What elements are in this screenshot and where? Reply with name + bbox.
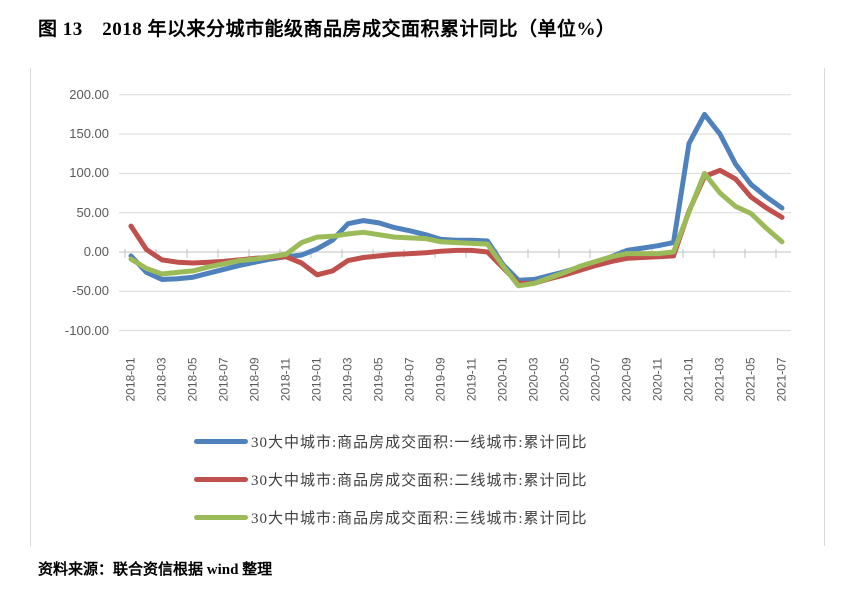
- x-tick-label: 2021-05: [743, 357, 758, 402]
- x-tick-label: 2019-05: [371, 357, 386, 402]
- y-tick-label: 100.00: [69, 165, 109, 181]
- data-series-line: [128, 111, 785, 283]
- y-tick-label: 0.00: [83, 244, 109, 259]
- x-tick-label: 2018-07: [216, 357, 231, 402]
- x-tick-label: 2019-01: [309, 357, 324, 402]
- chart-area: 200.00 150.00 100.00 50.00 0.00 -50.00 -100.00…: [30, 68, 825, 546]
- x-tick-label: 2019-11: [464, 357, 479, 402]
- x-tick-label: 2021-07: [774, 357, 789, 402]
- x-tick-label: 2021-01: [681, 357, 696, 402]
- x-tick-label: 2019-09: [433, 357, 448, 402]
- x-tick-label: 2020-07: [588, 357, 603, 402]
- data-series-line: [128, 170, 785, 289]
- legend-line-swatch: [194, 476, 248, 482]
- legend-item: 30大中城市:商品房成交面积:一线城市:累计同比: [194, 430, 588, 452]
- x-tick-label: 2020-11: [650, 357, 665, 402]
- x-tick-label: 2018-01: [123, 357, 138, 402]
- y-tick-label: -100.00: [64, 322, 109, 338]
- source-note: 资料来源：联合资信根据 wind 整理: [38, 562, 273, 578]
- legend-item: 30大中城市:商品房成交面积:三线城市:累计同比: [194, 506, 588, 528]
- x-tick-label: 2018-03: [154, 357, 169, 402]
- legend-label: 30大中城市:商品房成交面积:三线城市:累计同比: [251, 510, 588, 527]
- figure-title: 图 13 2018 年以来分城市能级商品房成交面积累计同比（单位%）: [38, 19, 616, 40]
- x-tick-label: 2018-09: [247, 357, 262, 402]
- x-tick-label: 2020-03: [526, 357, 541, 402]
- x-tick-label: 2020-05: [557, 357, 572, 402]
- x-tick-label: 2021-03: [712, 357, 727, 402]
- x-tick-label: 2018-11: [278, 357, 293, 402]
- line-chart: [119, 94, 791, 332]
- x-tick-label: 2018-05: [185, 357, 200, 402]
- y-tick-label: 200.00: [69, 86, 109, 102]
- legend-line-swatch: [194, 514, 248, 520]
- x-tick-label: 2019-07: [402, 357, 417, 402]
- y-tick-label: 150.00: [69, 126, 109, 142]
- x-tick-label: 2019-03: [340, 357, 355, 402]
- legend-label: 30大中城市:商品房成交面积:二线城市:累计同比: [251, 472, 588, 489]
- x-tick-label: 2020-01: [495, 357, 510, 402]
- y-tick-label: 50.00: [76, 204, 109, 220]
- x-tick-label: 2020-09: [619, 357, 634, 402]
- legend-line-swatch: [194, 438, 248, 444]
- legend-label: 30大中城市:商品房成交面积:一线城市:累计同比: [251, 434, 588, 451]
- legend-item: 30大中城市:商品房成交面积:二线城市:累计同比: [194, 468, 588, 490]
- y-tick-label: -50.00: [72, 283, 109, 299]
